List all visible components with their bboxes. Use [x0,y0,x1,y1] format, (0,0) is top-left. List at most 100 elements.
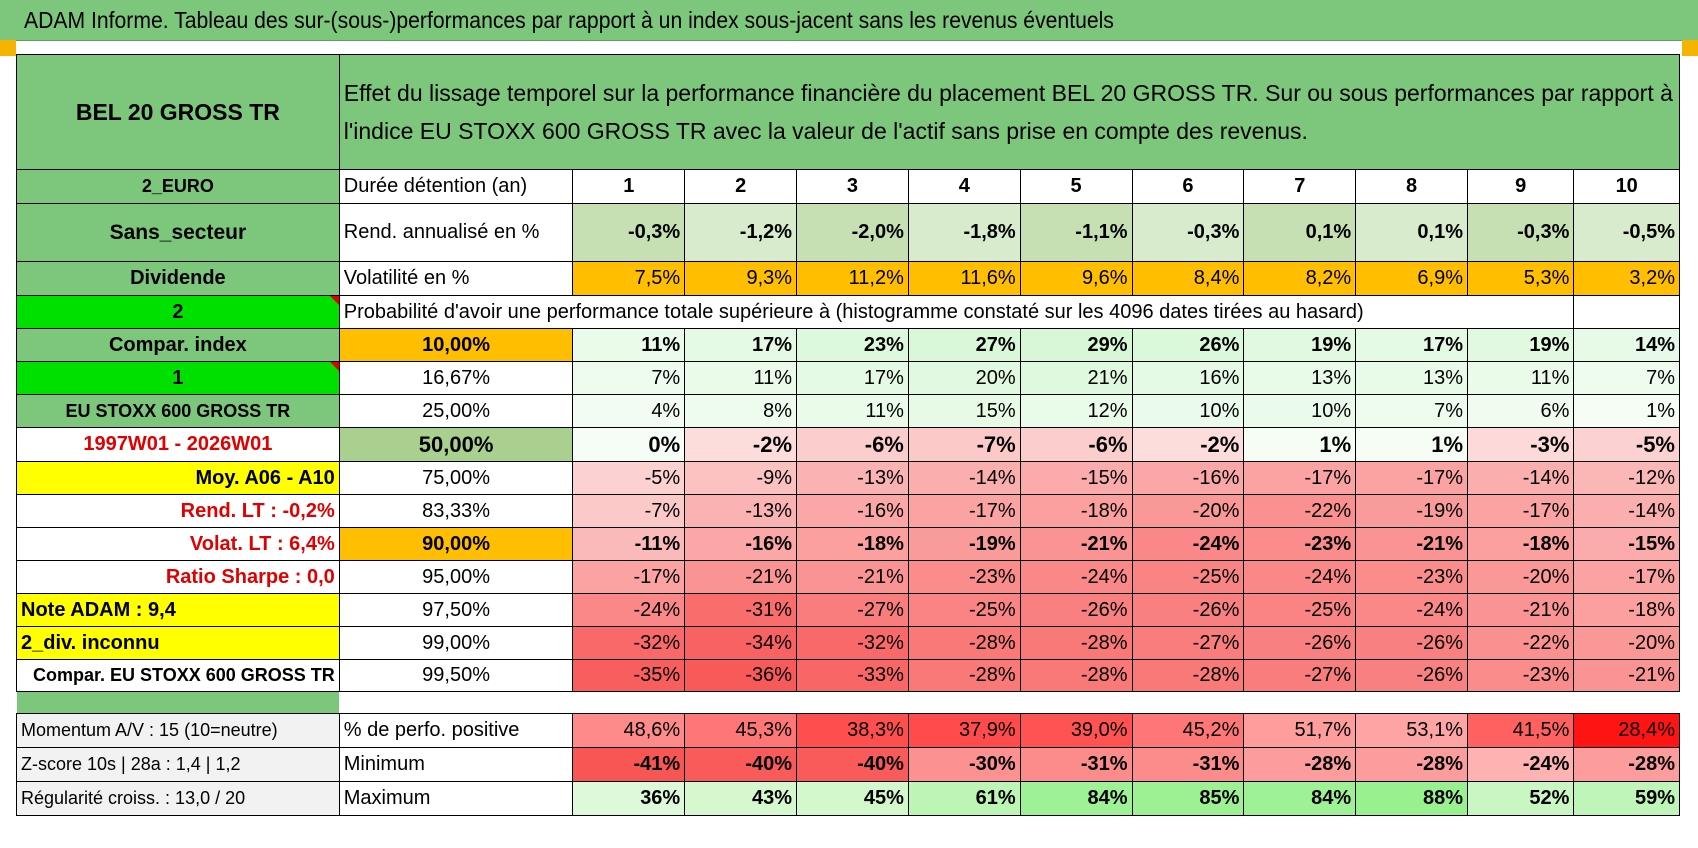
prob-value-cell: -26% [1019,593,1133,627]
prob-value-cell: -17% [1355,461,1469,495]
prob-empty-cell [1467,295,1575,329]
prob-value-cell: -28% [1019,626,1133,660]
probability-level: 10,00% [338,328,574,362]
prob-value-cell: -21% [1467,593,1575,627]
prob-value-cell: 7% [1355,394,1469,428]
index-name: EU STOXX 600 GROSS TR [16,394,340,428]
prob-value-cell: -15% [1019,461,1133,495]
prob-value-cell: -21% [684,560,798,594]
selector-two[interactable]: 2 [16,295,340,329]
prob-value-cell: 19% [1243,328,1357,362]
max-cell: 36% [572,781,686,816]
prob-value-cell: -23% [1355,560,1469,594]
pos-cell: 45,2% [1131,713,1245,748]
rend-lt-label: Rend. LT : -0,2% [16,494,340,528]
prob-value-cell: -20% [1131,494,1245,528]
pos-cell: 41,5% [1467,713,1575,748]
year-header: 7 [1243,169,1357,204]
prob-value-cell: 0% [572,427,686,462]
selector-two-value: 2 [172,300,184,323]
prob-value-cell: -31% [684,593,798,627]
prob-value-cell: -20% [1467,560,1575,594]
rend-cell: -0,3% [572,203,686,262]
period-label: 1997W01 - 2026W01 [16,427,340,462]
prob-value-cell: -3% [1467,427,1575,462]
dividend-label: Dividende [16,261,340,296]
prob-value-cell: -2% [684,427,798,462]
rend-cell: -0,3% [1131,203,1245,262]
prob-value-cell: -7% [572,494,686,528]
corner-marker-right [1682,40,1698,56]
prob-value-cell: -21% [1019,527,1133,561]
prob-value-cell: 11% [684,361,798,395]
prob-value-cell: -23% [1467,659,1575,692]
max-cell: 84% [1243,781,1357,816]
prob-value-cell: -5% [1573,427,1680,462]
prob-value-cell: 11% [1467,361,1575,395]
volat-lt-label: Volat. LT : 6,4% [16,527,340,561]
spacer [339,692,1679,714]
probability-level: 75,00% [338,461,574,495]
prob-value-cell: -26% [1355,626,1469,660]
title-bar: ADAM Informe. Tableau des sur-(sous-)per… [0,0,1698,41]
prob-value-cell: -12% [1573,461,1680,495]
prob-value-cell: 21% [1019,361,1133,395]
prob-value-cell: -13% [684,494,798,528]
regularite-label: Régularité croiss. : 13,0 / 20 [16,781,340,816]
prob-value-cell: 1% [1243,427,1357,462]
prob-value-cell: 14% [1573,328,1680,362]
prob-value-cell: 23% [796,328,909,362]
selector-one[interactable]: 1 [16,361,340,395]
prob-value-cell: -14% [1573,494,1680,528]
prob-value-cell: 17% [1355,328,1469,362]
probability-level: 16,67% [338,361,574,395]
prob-value-cell: -25% [1243,593,1357,627]
prob-value-cell: -28% [1019,659,1133,692]
prob-value-cell: -18% [1467,527,1575,561]
prob-value-cell: 19% [1467,328,1575,362]
prob-value-cell: -13% [796,461,909,495]
max-cell: 84% [1019,781,1133,816]
report-title: ADAM Informe. Tableau des sur-(sous-)per… [24,7,1114,33]
prob-value-cell: -33% [796,659,909,692]
prob-value-cell: -24% [1019,560,1133,594]
prob-value-cell: 12% [1019,394,1133,428]
prob-empty-cell [1573,295,1680,329]
rend-label: Rend. annualisé en % [338,203,574,262]
prob-value-cell: -21% [1355,527,1469,561]
rend-cell: -2,0% [796,203,909,262]
min-cell: -28% [1243,747,1357,782]
prob-value-cell: 26% [1131,328,1245,362]
prob-value-cell: 27% [907,328,1021,362]
header-description: Effet du lissage temporel sur la perform… [338,54,1681,170]
max-label: Maximum [338,781,574,816]
prob-value-cell: -18% [1573,593,1680,627]
year-header: 9 [1467,169,1575,204]
rend-cell: -1,2% [684,203,798,262]
probability-level: 83,33% [338,494,574,528]
pos-cell: 48,6% [572,713,686,748]
prob-value-cell: -15% [1573,527,1680,561]
min-cell: -40% [684,747,798,782]
min-cell: -28% [1573,747,1680,782]
pos-cell: 28,4% [1573,713,1680,748]
sector-label: Sans_secteur [16,203,340,262]
prob-value-cell: -14% [1467,461,1575,495]
prob-value-cell: 20% [907,361,1021,395]
year-header: 2 [684,169,798,204]
max-cell: 59% [1573,781,1680,816]
prob-value-cell: 4% [572,394,686,428]
prob-value-cell: -32% [796,626,909,660]
vol-cell: 6,9% [1355,261,1469,296]
prob-value-cell: -36% [684,659,798,692]
max-cell: 43% [684,781,798,816]
prob-value-cell: -28% [907,626,1021,660]
prob-value-cell: -28% [907,659,1021,692]
min-cell: -24% [1467,747,1575,782]
prob-value-cell: -9% [684,461,798,495]
prob-value-cell: -28% [1131,659,1245,692]
prob-value-cell: -24% [1355,593,1469,627]
year-header: 4 [907,169,1021,204]
prob-value-cell: -2% [1131,427,1245,462]
prob-value-cell: 13% [1355,361,1469,395]
